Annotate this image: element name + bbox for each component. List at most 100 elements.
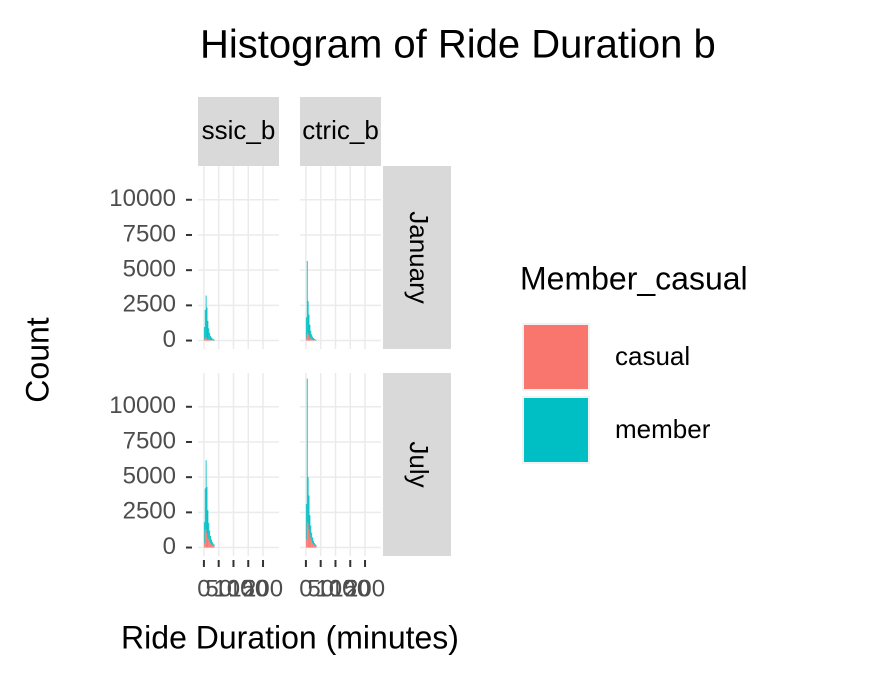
histogram-bar [212, 543, 214, 546]
histogram-bar [213, 544, 215, 547]
histogram-bar [308, 314, 310, 336]
x-tick-label: 200 [243, 575, 283, 602]
x-tick-label: 0 [197, 575, 210, 602]
x-tick-label: 100 [213, 575, 253, 602]
panel-background [300, 373, 381, 556]
y-tick-label: 5000 [123, 256, 176, 283]
histogram-bar [210, 335, 212, 341]
histogram-bar [313, 540, 314, 545]
histogram-bar [208, 539, 210, 548]
histogram-bar [308, 335, 310, 341]
histogram-bar [305, 539, 307, 548]
histogram-bar [313, 339, 314, 341]
histogram-bar [213, 546, 215, 548]
y-tick-label: 2500 [123, 498, 176, 525]
histogram-bar [308, 529, 310, 548]
histogram-bar [209, 530, 211, 542]
histogram-bar [306, 334, 308, 341]
histogram-bar [312, 339, 314, 341]
histogram-bar [204, 488, 206, 531]
histogram-bar [207, 320, 209, 340]
histogram-bar [205, 529, 207, 548]
panel-background [300, 166, 381, 349]
histogram-bar [204, 309, 206, 339]
histogram-bar [307, 301, 309, 334]
histogram-bar [311, 541, 313, 548]
y-tick-label: 10000 [109, 185, 176, 212]
histogram-bar [310, 538, 312, 548]
y-tick-label: 5000 [123, 463, 176, 490]
histogram-bar [315, 545, 317, 547]
histogram-bar [307, 477, 309, 524]
y-axis-label: Count [19, 317, 55, 403]
facet-strip [198, 97, 279, 166]
y-tick-label: 7500 [123, 427, 176, 454]
histogram-bar [204, 338, 206, 341]
facet-strip-label: ssic_b [202, 115, 276, 145]
legend-title: Member_casual [520, 260, 748, 296]
histogram-bar [313, 338, 315, 341]
histogram-bar [206, 307, 208, 339]
x-tick-label: 150 [330, 575, 370, 602]
histogram-bar [306, 378, 308, 523]
histogram-bar [203, 522, 205, 544]
histogram-bar [314, 339, 316, 341]
histogram-bar [207, 510, 209, 537]
histogram-bar [210, 536, 212, 544]
histogram-bar [209, 332, 211, 340]
x-tick-label: 0 [299, 575, 312, 602]
histogram-bar [205, 460, 207, 530]
histogram-bar [205, 337, 207, 341]
histogram-bar [311, 532, 313, 542]
histogram-bar [208, 328, 210, 340]
x-tick-label: 50 [307, 575, 334, 602]
histogram-bar [309, 324, 311, 338]
facet-strip-label: July [404, 441, 434, 487]
facet-strip [383, 373, 451, 556]
facet-strip [383, 166, 451, 349]
panel-background [198, 166, 279, 349]
histogram-bar [312, 336, 314, 340]
facet-strip-label: January [404, 211, 434, 304]
y-tick-label: 10000 [109, 392, 176, 419]
y-tick-label: 2500 [123, 291, 176, 318]
histogram-bar [203, 327, 205, 340]
histogram-bar [309, 337, 311, 341]
x-tick-label: 50 [205, 575, 232, 602]
histogram-bar [211, 338, 213, 341]
histogram-bar [203, 543, 205, 548]
histogram-bar [203, 339, 205, 341]
legend-swatch [524, 325, 588, 389]
histogram-bar [211, 337, 212, 341]
histogram-bar [209, 541, 211, 548]
x-tick-label: 200 [345, 575, 385, 602]
histogram-bar [305, 503, 307, 540]
histogram-bar [310, 330, 312, 339]
chart-title: Histogram of Ride Duration b [200, 23, 716, 67]
histogram-bar [315, 339, 317, 341]
histogram-bar [207, 339, 209, 341]
legend-label: member [615, 414, 711, 444]
histogram-bar [314, 544, 316, 546]
histogram-bar [313, 545, 315, 548]
histogram-bar [208, 522, 210, 540]
histogram-bar [308, 495, 310, 530]
histogram-bar [207, 536, 209, 548]
histogram-bar [212, 545, 214, 548]
histogram-bar [309, 515, 311, 535]
legend-swatch [524, 398, 588, 462]
histogram-bar [313, 544, 314, 548]
histogram-bar [312, 537, 314, 544]
histogram-bar [306, 261, 308, 335]
histogram-bar [313, 338, 314, 340]
histogram-bar [306, 522, 308, 548]
histogram-bar [310, 338, 312, 341]
y-tick-label: 0 [163, 326, 176, 353]
histogram-bar [210, 543, 212, 548]
x-tick-label: 150 [228, 575, 268, 602]
x-tick-label: 100 [315, 575, 355, 602]
histogram-bar [312, 543, 314, 548]
y-tick-label: 7500 [123, 220, 176, 247]
histogram-bar [305, 338, 307, 341]
